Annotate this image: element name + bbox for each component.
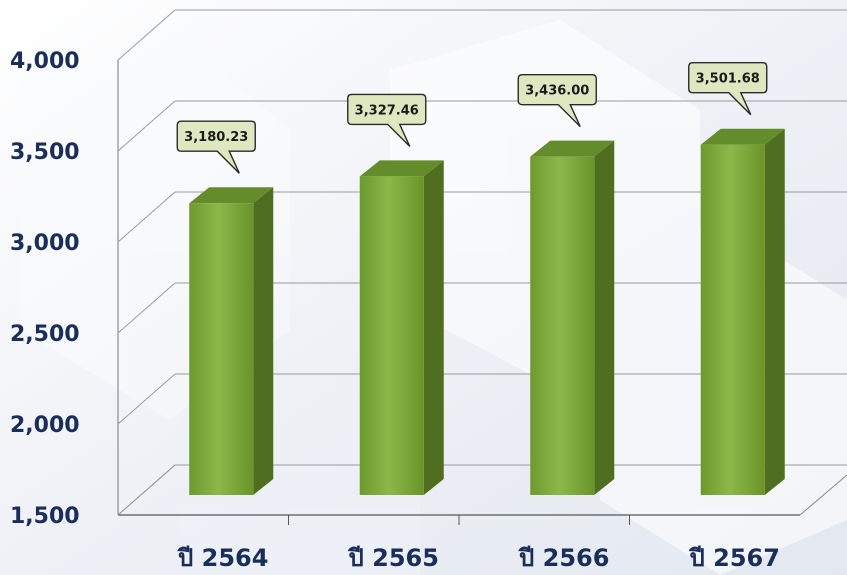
bar-top — [530, 140, 615, 157]
gridline-slant — [117, 191, 176, 243]
bar-top — [359, 160, 444, 177]
x-tick-label: ปี 2565 — [347, 544, 439, 572]
bar-top — [700, 128, 785, 145]
floor-right-edge — [799, 474, 847, 516]
gridline-slant — [117, 282, 176, 334]
y-tick-label: 3,000 — [10, 231, 80, 256]
bar-front — [700, 144, 765, 495]
bar-top — [189, 187, 274, 204]
gridline-slant — [117, 464, 176, 516]
bar-side — [253, 187, 274, 496]
bar-front — [530, 156, 595, 495]
value-callout: 3,436.00 — [517, 73, 597, 128]
bar — [700, 128, 785, 495]
bars — [189, 128, 785, 496]
y-tick-label: 3,500 — [10, 140, 80, 165]
x-tick-labels: ปี 2564 ปี 2565 ปี 2566 ปี 2567 — [177, 515, 780, 572]
x-tick-label: ปี 2567 — [688, 544, 780, 572]
bar — [359, 160, 444, 495]
callout-bubble — [347, 93, 427, 147]
bar — [189, 187, 274, 496]
y-tick-label: 1,500 — [10, 504, 80, 529]
callout-bubble — [176, 120, 256, 174]
value-callouts: 3,180.23 3,327.46 3,436.00 3,501.68 — [176, 61, 768, 174]
gridline-slant — [117, 100, 176, 152]
value-callout: 3,180.23 — [176, 120, 256, 174]
value-callout: 3,501.68 — [688, 61, 768, 116]
bar-side — [423, 160, 444, 495]
y-tick-label: 2,000 — [10, 413, 80, 438]
y-tick-label: 2,500 — [10, 322, 80, 347]
x-tick-label: ปี 2566 — [518, 544, 610, 572]
y-tick-labels: 1,500 2,000 2,500 3,000 3,500 4,000 — [10, 49, 80, 529]
x-tick-label: ปี 2564 — [177, 544, 269, 572]
bar-front — [189, 203, 254, 496]
data-label: 3,501.68 — [696, 72, 760, 87]
bar — [530, 140, 615, 495]
gridline-slant — [117, 9, 176, 61]
bar-front — [359, 176, 424, 495]
bar-side — [764, 128, 785, 495]
data-label: 3,180.23 — [184, 130, 248, 145]
y-tick-label: 4,000 — [10, 49, 80, 74]
callout-bubble — [688, 61, 768, 116]
value-callout: 3,327.46 — [347, 93, 427, 147]
bar-side — [594, 140, 615, 495]
data-label: 3,327.46 — [355, 103, 419, 118]
callout-bubble — [517, 73, 597, 128]
gridline-slant — [117, 373, 176, 425]
data-label: 3,436.00 — [525, 84, 589, 99]
